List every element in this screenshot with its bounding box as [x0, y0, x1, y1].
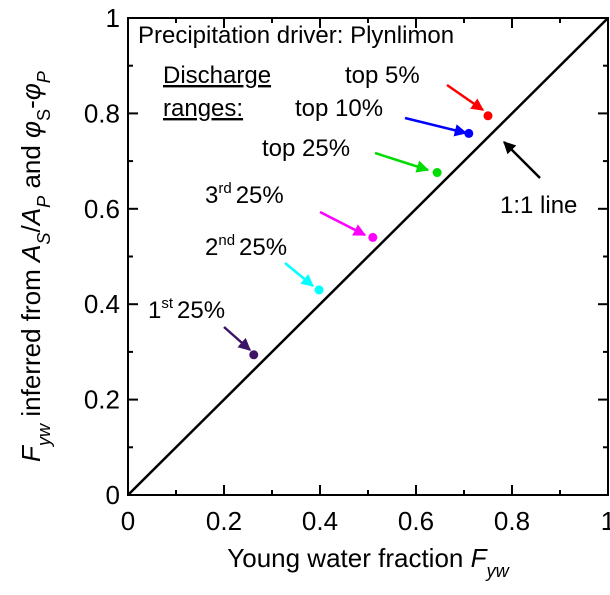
y-tick-label: 1 [106, 3, 120, 33]
point-label: 1st 25% [148, 295, 225, 324]
label-part: φ [16, 83, 46, 100]
label-part: P [34, 195, 54, 208]
point-label: top 5% [345, 62, 420, 89]
label-part: yw [484, 561, 510, 581]
data-point [483, 111, 493, 121]
annotation-arrow [374, 151, 430, 173]
label-part: φ [16, 121, 46, 138]
label-part: F [471, 543, 489, 573]
label-part: yw [34, 422, 54, 448]
label-tail: 25% [236, 182, 284, 209]
y-tick-label: 0.6 [84, 194, 120, 224]
annotation-arrow [319, 210, 367, 237]
label-sup: nd [218, 232, 235, 249]
label-main: 2 [205, 234, 218, 261]
point-label: top 25% [262, 135, 350, 162]
label-tail: 25% [177, 297, 225, 324]
x-tick-label: 0.2 [206, 506, 242, 536]
label-part: F [16, 444, 46, 462]
label-part: P [34, 70, 54, 83]
label-part: A [16, 245, 46, 264]
reference-line [127, 17, 609, 496]
data-point [249, 350, 259, 360]
x-tick-label: 0.6 [398, 506, 434, 536]
label-part: and [16, 138, 46, 196]
point-label: 2nd 25% [205, 232, 287, 261]
label-part: - [16, 100, 46, 109]
x-tick-label: 0 [121, 506, 135, 536]
label-sup: st [161, 295, 174, 312]
label-part: S [34, 233, 54, 245]
label-part: / [16, 225, 46, 233]
point-label: top 10% [295, 95, 383, 122]
y-tick-label: 0.2 [84, 385, 120, 415]
annotation-title: Precipitation driver: Plynlimon [138, 22, 454, 49]
data-point [432, 168, 442, 178]
y-tick-label: 0.8 [84, 98, 120, 128]
x-tick-label: 0.8 [494, 506, 530, 536]
y-tick-label: 0 [106, 480, 120, 510]
label-part: A [16, 208, 46, 227]
label-main: top 10% [295, 95, 383, 122]
label-main: 3 [205, 182, 218, 209]
x-axis-label: Young water fraction Fyw [227, 543, 510, 581]
label-main: 1 [148, 297, 161, 324]
x-tick-label: 0.4 [302, 506, 338, 536]
reference-label: 1:1 line [500, 192, 577, 219]
label-main: top 5% [345, 62, 420, 89]
label-tail: 25% [239, 234, 287, 261]
y-tick-label: 0.4 [84, 289, 120, 319]
label-part: Young water fraction [227, 543, 470, 573]
label-part: inferred from [16, 262, 46, 424]
data-point [314, 285, 324, 295]
annotation-arrow [223, 326, 251, 351]
label-part: S [34, 109, 54, 121]
data-point [368, 232, 378, 242]
annotation-heading: Discharge [163, 62, 271, 89]
label-main: top 25% [262, 135, 350, 162]
annotation-arrow [284, 262, 314, 287]
label-sup: rd [218, 180, 231, 197]
x-tick-label: 1 [601, 506, 610, 536]
annotation-heading: ranges: [163, 95, 243, 122]
annotation-arrow [404, 116, 468, 137]
annotation-arrow [446, 83, 485, 112]
point-label: 3rd 25% [205, 180, 284, 209]
annotation-arrow [503, 141, 541, 179]
y-axis-label: Fyw inferred from AS/AP and φS-φP [16, 70, 54, 462]
